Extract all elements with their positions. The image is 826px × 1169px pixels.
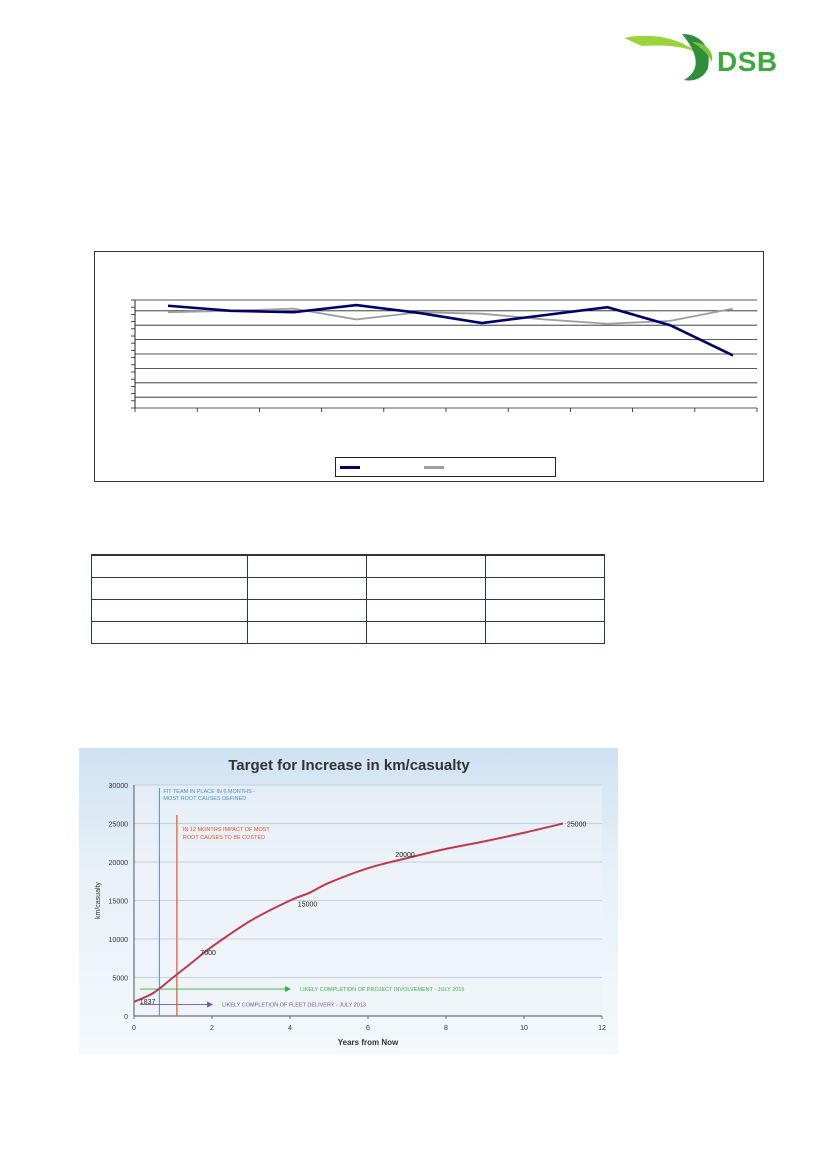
project-arrow-label: LIKELY COMPLETION OF PROJECT INVOLVEMENT…: [300, 987, 464, 993]
x-tick-label: 2: [210, 1025, 214, 1032]
y-tick-label: 0: [124, 1014, 128, 1021]
y-tick-label: 10000: [109, 937, 129, 944]
table-header-cell: [91, 533, 248, 556]
target-curve: [133, 822, 564, 1003]
table-cell: [366, 599, 486, 622]
x-tick-label: 0: [132, 1025, 136, 1032]
table-row: [91, 554, 605, 578]
table-row: [91, 621, 605, 644]
x-tick-label: 4: [288, 1025, 292, 1032]
table-cell: [366, 621, 486, 644]
table-cell: [485, 554, 605, 578]
data-label: 20000: [395, 852, 415, 859]
line-chart-panel: [94, 251, 764, 482]
table-cell: [91, 621, 248, 644]
table-row: [91, 599, 605, 622]
x-tick-label: 12: [598, 1025, 606, 1032]
table-cell: [91, 577, 248, 600]
table-header-cell: [366, 533, 486, 556]
x-tick-label: 6: [366, 1025, 370, 1032]
series-line-1: [167, 303, 734, 357]
table-cell: [91, 599, 248, 622]
table-row: [91, 577, 605, 600]
fleet-arrow-head: [207, 1001, 214, 1008]
table-cell: [247, 554, 367, 578]
y-tick-label: 5000: [112, 976, 128, 983]
legend-series-1-swatch: [340, 466, 360, 469]
impact-annotation: IN 12 MONTHS IMPACT OF MOST ROOT CAUSES T…: [183, 827, 271, 841]
x-tick-label: 8: [444, 1025, 448, 1032]
y-tick-label: 20000: [109, 860, 129, 867]
series-line-2: [167, 307, 734, 325]
table-header-cell: [247, 533, 367, 556]
data-label: 7000: [200, 950, 216, 957]
target-chart-panel: Target for Increase in km/casualty 0 5000 1…: [79, 748, 618, 1054]
table-cell: [247, 621, 367, 644]
data-table: [91, 533, 605, 644]
table-cell: [247, 577, 367, 600]
logo-text: DSB: [717, 46, 778, 77]
line-chart: [131, 299, 758, 412]
target-chart: Target for Increase in km/casualty 0 5000 1…: [95, 757, 606, 1047]
y-tick-label: 25000: [109, 822, 129, 829]
table-header-row: [91, 533, 605, 556]
data-label: 1837: [140, 999, 156, 1006]
x-tick-label: 10: [520, 1025, 528, 1032]
chart-legend: [335, 457, 556, 477]
y-axis-label: km/casualty: [95, 882, 102, 919]
project-arrow-head: [285, 986, 292, 993]
data-label: 15000: [298, 902, 318, 909]
table-cell: [485, 621, 605, 644]
table-cell: [91, 554, 248, 578]
table-cell: [485, 577, 605, 600]
fit-team-annotation: FIT TEAM IN PLACE IN 6 MONTHS -MOST ROOT…: [163, 789, 255, 802]
y-tick-label: 15000: [109, 899, 129, 906]
table-cell: [366, 554, 486, 578]
table-cell: [366, 577, 486, 600]
table-header-cell: [485, 533, 605, 556]
chart-title: Target for Increase in km/casualty: [228, 757, 470, 774]
data-label: 25000: [567, 822, 587, 829]
y-tick-label: 30000: [109, 783, 129, 790]
dsb-logo: [622, 28, 790, 84]
table-cell: [485, 599, 605, 622]
x-axis-label: Years from Now: [338, 1038, 399, 1047]
table-cell: [247, 599, 367, 622]
legend-series-2-swatch: [424, 466, 444, 469]
fleet-arrow-label: LIKELY COMPLETION OF FLEET DELIVERY - JU…: [222, 1002, 366, 1008]
